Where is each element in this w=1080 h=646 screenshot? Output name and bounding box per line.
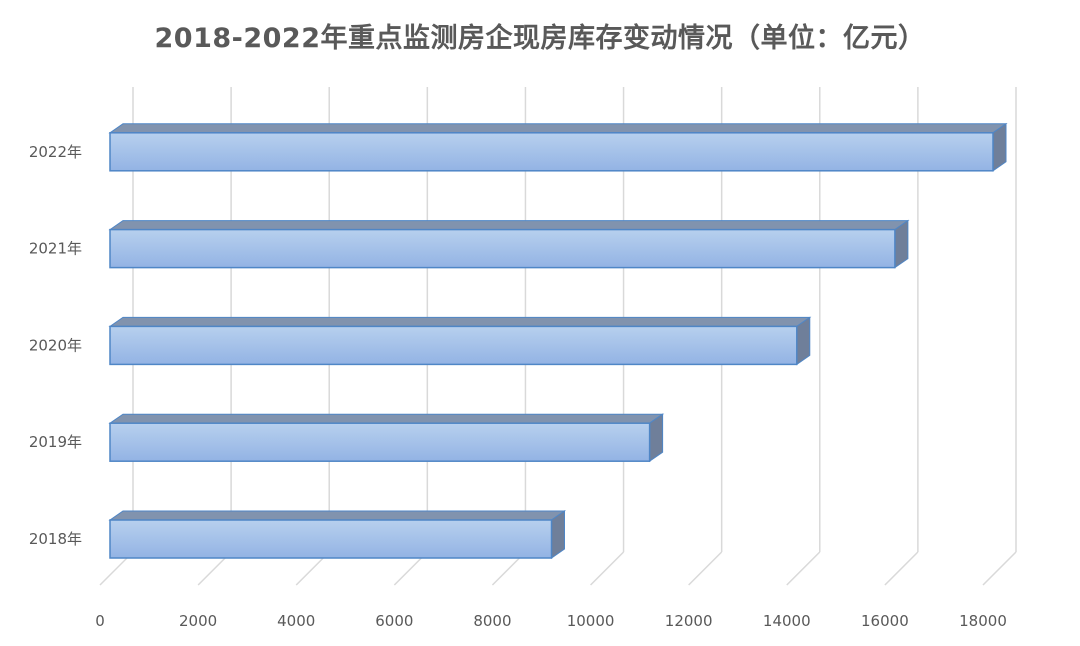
gridline-floor: [688, 551, 723, 586]
x-tick-label: 12000: [665, 612, 713, 630]
bar-top-face: [108, 316, 812, 327]
gridline-floor: [786, 551, 821, 586]
bar-front-face: [109, 132, 994, 172]
bars: [108, 122, 1008, 559]
bar: [108, 219, 910, 269]
y-axis-labels: 2018年 2019年 2020年 2021年 2022年: [29, 143, 82, 548]
chart-title: 2018-2022年重点监测房企现房库存变动情况（单位：亿元）: [154, 23, 926, 54]
bar-top-face: [108, 220, 910, 231]
y-tick-label: 2020年: [29, 336, 82, 354]
bar-side-face: [992, 122, 1007, 172]
x-tick-label: 16000: [861, 612, 909, 630]
bar-front-face: [109, 519, 553, 559]
y-tick-label: 2022年: [29, 143, 82, 161]
x-tick-label: 0: [95, 612, 105, 630]
bar: [108, 413, 665, 463]
gridline-floor: [590, 551, 625, 586]
gridline-floor: [884, 551, 919, 586]
bar-side-face: [894, 219, 909, 269]
bar-front-face: [109, 422, 651, 462]
bar: [108, 510, 567, 559]
gridline-floor: [982, 551, 1017, 586]
x-tick-label: 2000: [179, 612, 217, 630]
bar-side-face: [551, 510, 565, 559]
bar-side-face: [649, 413, 664, 463]
bar-top-face: [108, 510, 567, 521]
bar-top-face: [108, 413, 665, 424]
x-tick-label: 4000: [277, 612, 315, 630]
x-axis-labels: 0 2000 4000 6000 8000 10000 12000 14000 16000 180…: [95, 612, 1007, 630]
bar-front-face: [109, 325, 798, 366]
x-tick-label: 18000: [959, 612, 1007, 630]
y-tick-label: 2018年: [29, 530, 82, 548]
bar: [108, 316, 812, 366]
x-tick-label: 8000: [473, 612, 511, 630]
bar: [108, 122, 1008, 172]
x-tick-label: 14000: [763, 612, 811, 630]
x-tick-label: 10000: [567, 612, 615, 630]
bar-side-face: [796, 316, 811, 366]
x-tick-label: 6000: [375, 612, 413, 630]
bar-front-face: [109, 228, 896, 269]
y-tick-label: 2019年: [29, 433, 82, 451]
bar-top-face: [108, 123, 1008, 134]
y-tick-label: 2021年: [29, 240, 82, 258]
